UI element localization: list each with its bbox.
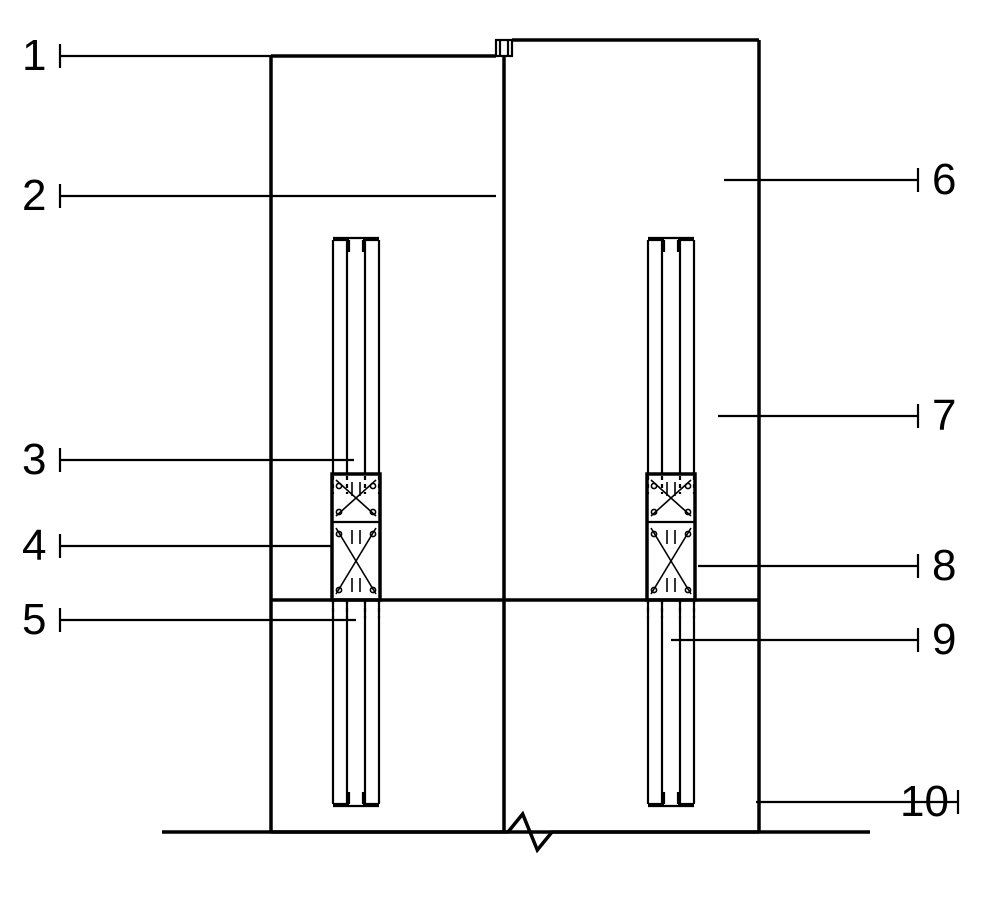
callout-label-7: 7 xyxy=(932,394,956,438)
callout-label-5: 5 xyxy=(22,598,46,642)
callout-label-2: 2 xyxy=(22,174,46,218)
diagram-canvas: 1 2 3 4 5 6 7 8 9 10 xyxy=(0,0,1000,892)
diagram-svg xyxy=(0,0,1000,892)
callout-label-9: 9 xyxy=(932,618,956,662)
callout-label-8: 8 xyxy=(932,544,956,588)
callout-label-10: 10 xyxy=(900,780,949,824)
callout-label-4: 4 xyxy=(22,524,46,568)
callout-label-6: 6 xyxy=(932,158,956,202)
callout-label-1: 1 xyxy=(22,34,46,78)
callout-label-3: 3 xyxy=(22,438,46,482)
